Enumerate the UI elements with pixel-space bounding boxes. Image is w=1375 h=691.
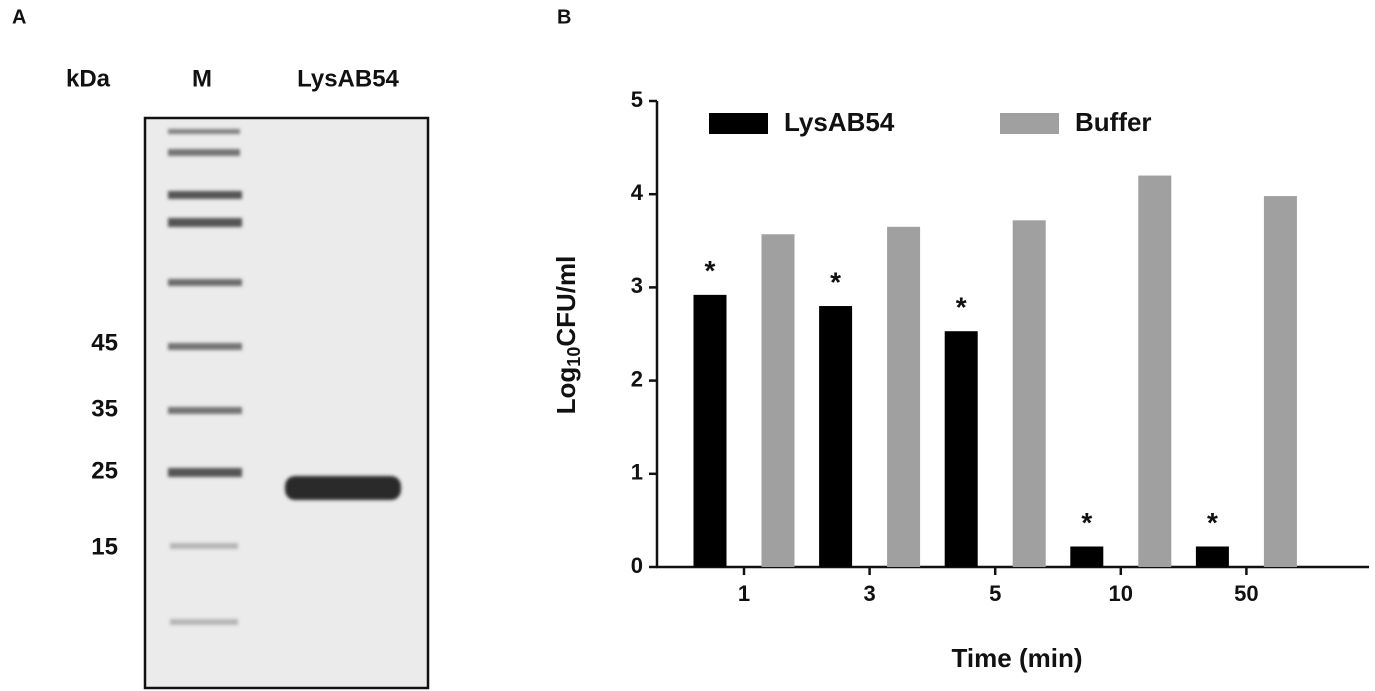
- x-axis-title: Time (min): [952, 643, 1083, 673]
- y-axis-title: Log10CFU/ml: [551, 256, 584, 415]
- x-tick-label: 3: [863, 581, 875, 606]
- bar: [1012, 220, 1046, 567]
- panel-label: B: [557, 6, 571, 28]
- gel: [143, 116, 430, 690]
- legend-swatch: [709, 113, 768, 134]
- y-axis-title-part: CFU/ml: [551, 256, 581, 347]
- significance-mark: *: [830, 266, 841, 297]
- marker-label: 25: [91, 457, 118, 484]
- y-tick-label: 3: [631, 273, 643, 298]
- marker-label: 15: [91, 533, 118, 560]
- significance-mark: *: [1207, 507, 1218, 538]
- bar: [1263, 196, 1297, 567]
- x-tick-label: 1: [738, 581, 750, 606]
- marker-label: 45: [91, 329, 118, 356]
- significance-mark: *: [705, 255, 716, 286]
- y-tick-label: 0: [631, 553, 643, 578]
- bar: [1138, 175, 1172, 567]
- bar: [887, 226, 921, 567]
- bar: [1195, 546, 1229, 567]
- x-tick-label: 5: [989, 581, 1001, 606]
- x-tick-label: 50: [1234, 581, 1258, 606]
- y-tick-label: 1: [631, 460, 643, 485]
- bar: [693, 294, 727, 567]
- bar: [819, 306, 853, 567]
- gel-header: M: [192, 65, 212, 92]
- y-tick-label: 4: [631, 180, 644, 205]
- y-axis-title-part: 10: [564, 347, 584, 367]
- legend-swatch: [1000, 113, 1059, 134]
- bar: [1070, 546, 1104, 567]
- significance-mark: *: [1081, 507, 1092, 538]
- legend-label: Buffer: [1075, 107, 1152, 137]
- legend-label: LysAB54: [784, 107, 895, 137]
- y-tick-label: 5: [631, 87, 643, 112]
- gel-header: LysAB54: [297, 65, 399, 92]
- bar: [944, 331, 978, 567]
- panel-label: A: [12, 6, 26, 28]
- significance-mark: *: [956, 292, 967, 323]
- bar: [761, 234, 795, 567]
- y-axis-title-part: Log: [551, 367, 581, 415]
- gel-header: kDa: [66, 65, 111, 92]
- x-tick-label: 10: [1109, 581, 1133, 606]
- marker-label: 35: [91, 395, 118, 422]
- y-tick-label: 2: [631, 366, 643, 391]
